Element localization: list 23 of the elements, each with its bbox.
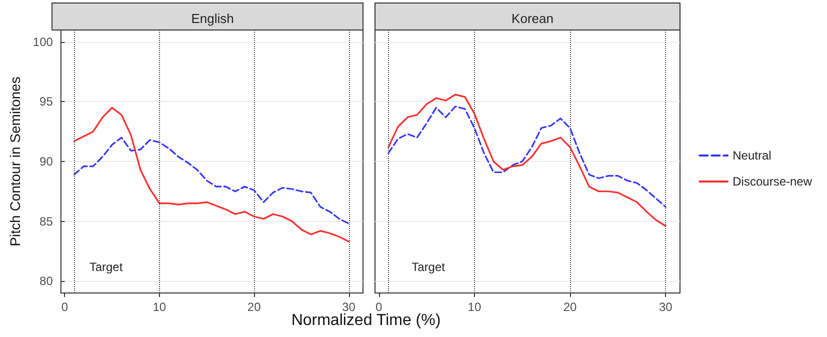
line-series (73, 106, 350, 242)
x-tick-label: 30 (342, 300, 356, 314)
y-tick-label: 80 (40, 274, 54, 288)
legend-label: Discourse-new (732, 174, 812, 188)
x-tick-label: 30 (658, 300, 673, 314)
legend-label: Neutral (732, 148, 772, 162)
x-tick-label: 10 (468, 300, 482, 314)
chart-title: English (191, 11, 234, 26)
y-axis-title: Pitch Contour in Semitones (7, 76, 23, 246)
x-tick-label: 20 (247, 300, 262, 314)
y-tick-label: 90 (40, 154, 54, 168)
annotation: Target (412, 260, 446, 274)
y-tick-label: 85 (40, 214, 54, 228)
y-tick-label: 95 (40, 94, 54, 109)
chart-title: Korean (512, 11, 554, 26)
annotation: Target (89, 260, 124, 274)
line-series (73, 136, 350, 224)
x-tick-label: 20 (563, 300, 578, 314)
x-tick-label: 10 (152, 300, 166, 314)
x-tick-label: 0 (61, 300, 68, 314)
x-tick-label: 0 (375, 300, 382, 314)
y-tick-label: 100 (32, 34, 54, 49)
x-axis-title: Normalized Time (%) (291, 312, 441, 329)
